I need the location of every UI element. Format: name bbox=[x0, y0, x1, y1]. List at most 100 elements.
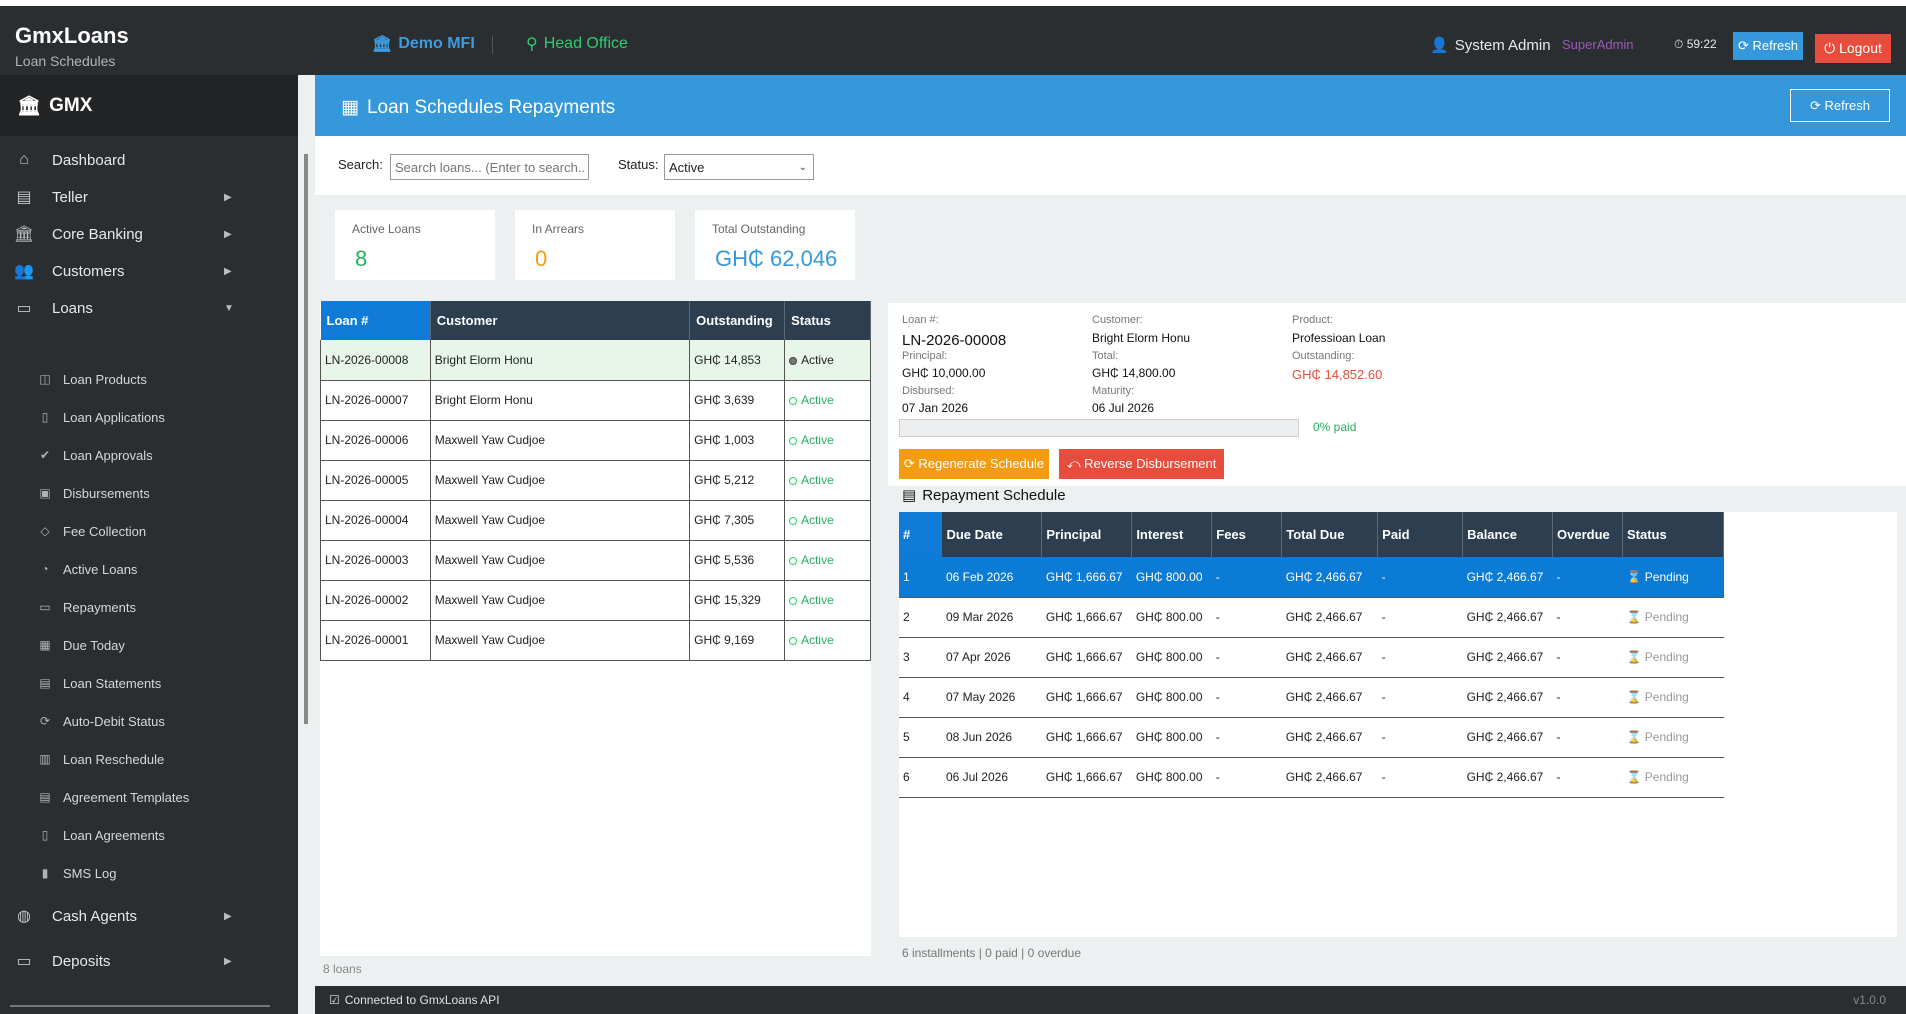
sidebar-sub-loan-statements[interactable]: ▤ Loan Statements bbox=[0, 668, 298, 698]
schedule-status-cell: ⌛ Pending bbox=[1622, 597, 1724, 638]
table-row[interactable]: 6 06 Jul 2026 GH₵ 1,666.67 GH₵ 800.00- GH₵ 2… bbox=[899, 757, 1724, 798]
org-name: Demo MFI bbox=[398, 35, 475, 52]
reverse-disbursement-button[interactable]: ⤺ Reverse Disbursement bbox=[1059, 449, 1224, 479]
status-dot-icon bbox=[789, 356, 798, 365]
column-header[interactable]: Status bbox=[784, 301, 871, 340]
branch-name: Head Office bbox=[543, 35, 628, 52]
sidebar-item-customers[interactable]: 👥 Customers ▶ bbox=[0, 253, 298, 289]
sidebar-sub-loan-applications[interactable]: ▯ Loan Applications bbox=[0, 402, 298, 432]
sidebar-item-core-banking[interactable]: 🏛 Core Banking ▶ bbox=[0, 216, 298, 252]
sidebar-sub-sms-log[interactable]: ▮ SMS Log bbox=[0, 858, 298, 888]
disbursed-label: Disbursed: bbox=[902, 385, 955, 397]
bank-icon: 🏛 bbox=[372, 36, 393, 53]
schedule-interest-cell: GH₵ 800.00 bbox=[1131, 637, 1212, 678]
stat-card-in-arrears: In Arrears 0 bbox=[515, 210, 675, 280]
sidebar-scrollbar[interactable] bbox=[10, 1005, 270, 1007]
timer-value: 59:22 bbox=[1686, 37, 1717, 51]
column-header[interactable]: Principal bbox=[1041, 512, 1133, 557]
table-row[interactable]: 4 07 May 2026 GH₵ 1,666.67 GH₵ 800.00- GH₵ 2… bbox=[899, 677, 1724, 718]
stat-label: Active Loans bbox=[352, 222, 421, 236]
sidebar-sub-repayments[interactable]: ▭ Repayments bbox=[0, 592, 298, 622]
status-text: Active bbox=[801, 393, 834, 407]
header-divider bbox=[492, 36, 493, 54]
sidebar-sub-disbursements[interactable]: ▣ Disbursements bbox=[0, 478, 298, 508]
schedule-principal-cell: GH₵ 1,666.67 bbox=[1041, 717, 1132, 758]
customer-label: Customer: bbox=[1092, 314, 1143, 326]
column-header[interactable]: Balance bbox=[1462, 512, 1554, 557]
org-selector[interactable]: 🏛 Demo MFI bbox=[372, 34, 475, 54]
sidebar-sub-auto-debit-status[interactable]: ⟳ Auto-Debit Status bbox=[0, 706, 298, 736]
column-header[interactable]: Loan # bbox=[320, 301, 431, 340]
header-refresh-button[interactable]: ⟳ Refresh bbox=[1733, 32, 1803, 60]
column-header[interactable]: Overdue bbox=[1552, 512, 1623, 557]
chevron-right-icon: ▶ bbox=[224, 910, 232, 922]
column-header[interactable]: Paid bbox=[1377, 512, 1464, 557]
column-header[interactable]: Total Due bbox=[1281, 512, 1379, 557]
logout-button[interactable]: ⏻ Logout bbox=[1815, 34, 1891, 63]
sidebar-sub-fee-collection[interactable]: ◇ Fee Collection bbox=[0, 516, 298, 546]
sidebar-item-label: Core Banking bbox=[52, 225, 143, 243]
logout-label: Logout bbox=[1839, 40, 1882, 56]
chevron-right-icon: ▶ bbox=[224, 265, 232, 277]
table-row[interactable]: 3 07 Apr 2026 GH₵ 1,666.67 GH₵ 800.00- GH₵ 2… bbox=[899, 637, 1724, 678]
regenerate-schedule-button[interactable]: ⟳ Regenerate Schedule bbox=[899, 449, 1049, 479]
schedule-n-cell: 1 bbox=[899, 557, 942, 598]
table-row[interactable]: 2 09 Mar 2026 GH₵ 1,666.67 GH₵ 800.00- GH₵ 2… bbox=[899, 597, 1724, 638]
stopwatch-icon: ◔ bbox=[41, 562, 49, 576]
column-header[interactable]: Outstanding bbox=[689, 301, 786, 340]
status-select[interactable]: Active ⌄ bbox=[664, 154, 814, 180]
sidebar-item-teller[interactable]: ▤ Teller ▶ bbox=[0, 179, 298, 215]
table-row[interactable]: LN-2026-00005 Maxwell Yaw Cudjoe GH₵ 5,212… bbox=[320, 460, 871, 501]
column-header[interactable]: Due Date bbox=[941, 512, 1043, 557]
column-header[interactable]: Status bbox=[1622, 512, 1724, 557]
sidebar-sub-loan-agreements[interactable]: ▯ Loan Agreements bbox=[0, 820, 298, 850]
connection-status: ☑ Connected to GmxLoans API bbox=[329, 993, 500, 1007]
schedule-due-cell: 08 Jun 2026 bbox=[941, 717, 1042, 758]
sidebar-sub-loan-reschedule[interactable]: ▥ Loan Reschedule bbox=[0, 744, 298, 774]
schedule-total-cell: GH₵ 2,466.67 bbox=[1281, 637, 1378, 678]
user-menu[interactable]: 👤 System Admin bbox=[1430, 36, 1551, 55]
schedule-status-text: Pending bbox=[1644, 569, 1689, 584]
customer-cell: Maxwell Yaw Cudjoe bbox=[430, 620, 691, 661]
sidebar-sub-label: Disbursements bbox=[63, 485, 150, 501]
sidebar-sub-label: Loan Products bbox=[63, 371, 147, 387]
table-row[interactable]: LN-2026-00003 Maxwell Yaw Cudjoe GH₵ 5,536… bbox=[320, 540, 871, 581]
table-row[interactable]: LN-2026-00008 Bright Elorm Honu GH₵ 14,853… bbox=[320, 340, 871, 381]
sidebar-sub-loan-products[interactable]: ◫ Loan Products bbox=[0, 364, 298, 394]
table-row[interactable]: LN-2026-00004 Maxwell Yaw Cudjoe GH₵ 7,305… bbox=[320, 500, 871, 541]
schedule-status-text: Pending bbox=[1644, 770, 1689, 784]
column-header[interactable]: Interest bbox=[1131, 512, 1213, 557]
sidebar-sub-due-today[interactable]: ▦ Due Today bbox=[0, 630, 298, 660]
loan-number-cell: LN-2026-00006 bbox=[320, 420, 431, 461]
table-row[interactable]: LN-2026-00006 Maxwell Yaw Cudjoe GH₵ 1,003… bbox=[320, 420, 871, 461]
schedule-status-text: Pending bbox=[1644, 730, 1689, 744]
page-refresh-button[interactable]: ⟳ Refresh bbox=[1790, 89, 1890, 122]
sidebar-item-deposits[interactable]: ▭ Deposits ▶ bbox=[0, 943, 298, 979]
status-cell: Active bbox=[784, 540, 871, 581]
column-header[interactable]: Fees bbox=[1211, 512, 1283, 557]
table-row[interactable]: 1 06 Feb 2026 GH₵ 1,666.67 GH₵ 800.00- GH₵ 2… bbox=[899, 557, 1724, 598]
sidebar-item-cash-agents[interactable]: ◍ Cash Agents ▶ bbox=[0, 898, 298, 934]
sidebar-sub-active-loans[interactable]: ◔ Active Loans bbox=[0, 554, 298, 584]
column-header[interactable]: # bbox=[899, 512, 943, 557]
schedule-interest-cell: GH₵ 800.00 bbox=[1131, 677, 1212, 718]
branch-selector[interactable]: ⚲ Head Office bbox=[526, 34, 628, 54]
table-row[interactable]: LN-2026-00001 Maxwell Yaw Cudjoe GH₵ 9,169… bbox=[320, 620, 871, 661]
sidebar-sub-label: Loan Statements bbox=[63, 675, 162, 691]
table-row[interactable]: 5 08 Jun 2026 GH₵ 1,666.67 GH₵ 800.00- GH₵ 2… bbox=[899, 717, 1724, 758]
sidebar-item-loans[interactable]: ▭ Loans ▼ bbox=[0, 290, 298, 326]
sidebar-brand-name: GMX bbox=[49, 94, 93, 116]
sidebar-item-dashboard[interactable]: ⌂ Dashboard bbox=[0, 142, 298, 178]
credit-card-icon: ▭ bbox=[39, 600, 51, 614]
total-label: Total: bbox=[1092, 350, 1119, 362]
column-header[interactable]: Customer bbox=[430, 301, 691, 340]
schedule-paid-cell: - bbox=[1377, 637, 1463, 678]
sidebar-sub-loan-approvals[interactable]: ✔ Loan Approvals bbox=[0, 440, 298, 470]
table-row[interactable]: LN-2026-00007 Bright Elorm Honu GH₵ 3,639 A… bbox=[320, 380, 871, 421]
search-input[interactable] bbox=[390, 154, 589, 180]
outstanding-cell: GH₵ 9,169 bbox=[689, 620, 786, 661]
table-row[interactable]: LN-2026-00002 Maxwell Yaw Cudjoe GH₵ 15,32… bbox=[320, 580, 871, 621]
status-bar: ☑ Connected to GmxLoans API v1.0.0 bbox=[315, 986, 1906, 1014]
left-scrollbar[interactable] bbox=[304, 154, 308, 724]
sidebar-sub-agreement-templates[interactable]: ▤ Agreement Templates bbox=[0, 782, 298, 812]
